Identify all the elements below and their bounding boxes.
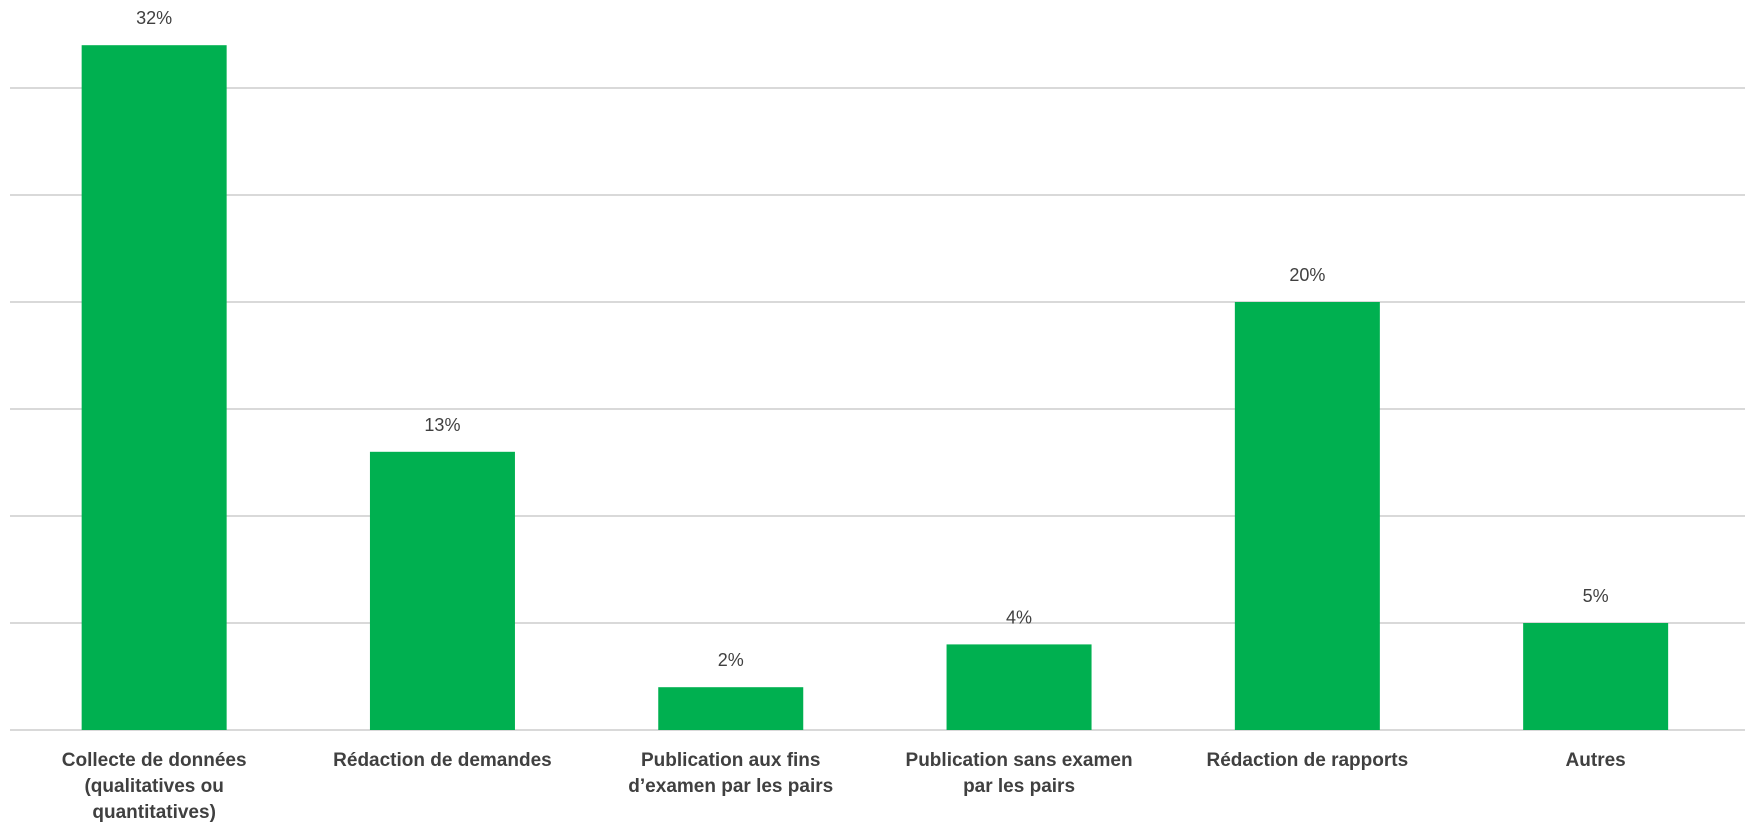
data-label: 32%	[136, 8, 172, 28]
data-label: 4%	[1006, 607, 1032, 627]
x-tick-label: Autres	[1566, 750, 1626, 771]
x-tick-label: Publication aux fins d’examen par les pai…	[628, 750, 833, 797]
bar	[1523, 623, 1669, 730]
x-tick-label: Rédaction de rapports	[1207, 750, 1409, 771]
bars	[81, 45, 1669, 730]
bar	[369, 451, 515, 730]
gridlines	[10, 87, 1745, 731]
data-label: 2%	[718, 650, 744, 670]
bar	[946, 644, 1092, 730]
x-tick-label: Rédaction de demandes	[333, 750, 552, 771]
x-tick-label: Publication sans examen par les pairs	[906, 750, 1133, 797]
data-labels: 32% 13% 2% 4% 20% 5%	[136, 8, 1609, 670]
x-axis-tick-labels: Collecte de données (qualitatives ou quant…	[62, 750, 1626, 823]
data-label: 5%	[1583, 586, 1609, 606]
bar	[1234, 302, 1380, 730]
data-label: 20%	[1289, 265, 1325, 285]
data-label: 13%	[424, 415, 460, 435]
x-tick-label: Collecte de données (qualitatives ou quant…	[62, 750, 247, 823]
bar	[81, 45, 227, 730]
bar	[658, 687, 804, 730]
